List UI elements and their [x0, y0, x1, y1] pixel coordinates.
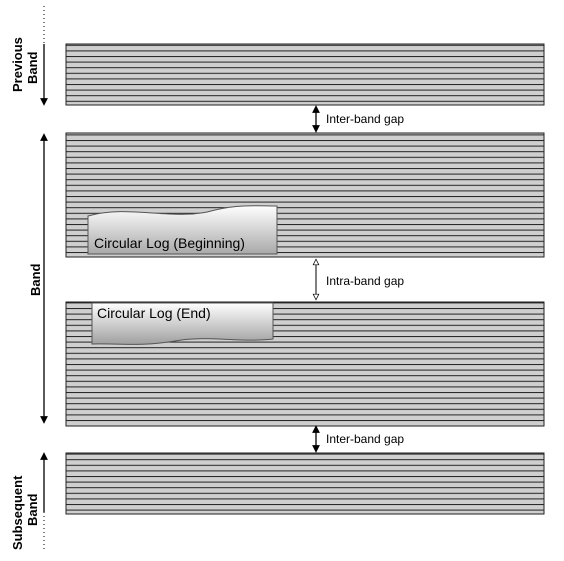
- inter-band-gap-top-label: Inter-band gap: [326, 112, 404, 126]
- subsequent-band-label: Subsequent Band: [10, 472, 40, 550]
- previous-band-label-line2: Band: [25, 51, 40, 84]
- subsequent-band-label-line1: Subsequent: [10, 475, 25, 550]
- previous-band-label: Previous Band: [10, 33, 40, 92]
- subsequent-band-tracks: [65, 452, 545, 515]
- previous-band-tracks: [65, 43, 545, 106]
- inter-band-gap-bottom-label: Inter-band gap: [326, 432, 404, 446]
- intra-band-gap-label: Intra-band gap: [326, 274, 404, 288]
- previous-band-label-line1: Previous: [10, 37, 25, 92]
- circular-log-end: Circular Log (End): [91, 302, 274, 345]
- subsequent-band-label-line2: Band: [25, 493, 40, 526]
- circular-log-end-label: Circular Log (End): [97, 305, 211, 321]
- band-label: Band: [28, 263, 43, 296]
- circular-log-beginning-label: Circular Log (Beginning): [94, 235, 245, 251]
- circular-log-beginning: Circular Log (Beginning): [87, 205, 278, 255]
